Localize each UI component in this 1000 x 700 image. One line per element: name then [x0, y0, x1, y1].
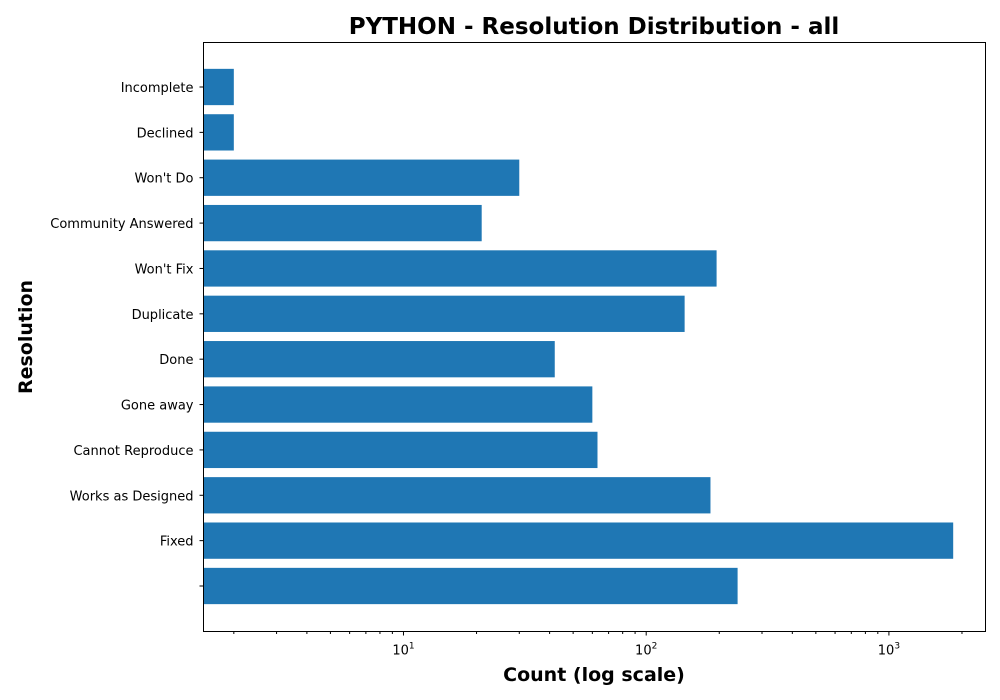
x-tick-label: 101 — [392, 642, 414, 659]
y-tick-label: Done — [159, 353, 193, 368]
x-tick-label: 102 — [635, 642, 657, 659]
chart-title: PYTHON - Resolution Distribution - all — [349, 14, 840, 40]
y-tick-label: Community Answered — [50, 217, 193, 232]
y-tick-label: Won't Fix — [135, 262, 194, 277]
bar — [203, 295, 685, 332]
y-tick-label: Won't Do — [134, 172, 193, 187]
bar — [203, 114, 234, 151]
bar — [203, 522, 954, 559]
y-tick-label: Fixed — [160, 535, 194, 550]
bar — [203, 477, 711, 514]
bar — [203, 431, 598, 469]
bars — [203, 68, 954, 605]
bar — [203, 159, 520, 196]
y-tick-label: Cannot Reproduce — [73, 444, 193, 459]
y-axis: Fixed Works as Designed Cannot Reproduce Go… — [50, 81, 204, 587]
bar — [203, 68, 234, 106]
bar — [203, 341, 555, 378]
x-axis: 101 102 103 — [233, 631, 963, 659]
bar — [203, 250, 717, 287]
bar — [203, 567, 738, 605]
x-axis-title: Count (log scale) — [503, 664, 685, 686]
bar — [203, 386, 593, 423]
y-tick-label: Declined — [137, 126, 194, 141]
y-tick-label: Duplicate — [132, 308, 194, 323]
y-tick-label: Works as Designed — [70, 489, 194, 504]
x-tick-label: 103 — [878, 642, 900, 659]
y-tick-label: Incomplete — [121, 81, 194, 96]
bar — [203, 204, 482, 242]
plot-frame — [203, 42, 986, 632]
y-tick-label: Gone away — [121, 399, 194, 414]
y-axis-title: Resolution — [15, 280, 37, 394]
